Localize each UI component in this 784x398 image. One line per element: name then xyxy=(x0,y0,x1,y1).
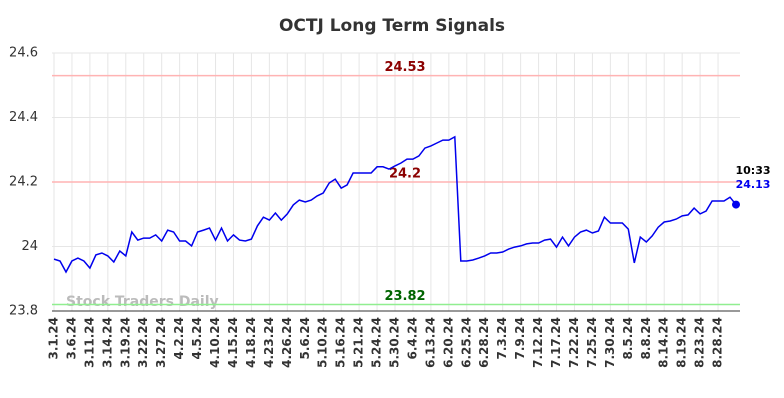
last-value-label: 24.13 xyxy=(736,178,771,191)
watermark: Stock Traders Daily xyxy=(66,294,219,310)
x-tick-label: 3.19.24 xyxy=(118,317,132,368)
x-tick-label: 3.6.24 xyxy=(64,317,78,360)
y-tick-label: 24.6 xyxy=(9,46,38,61)
x-tick-label: 7.30.24 xyxy=(603,317,617,368)
x-tick-label: 4.26.24 xyxy=(280,317,294,368)
x-tick-label: 7.3.24 xyxy=(495,317,509,360)
x-tick-label: 4.23.24 xyxy=(262,317,276,368)
chart-title: OCTJ Long Term Signals xyxy=(279,16,505,36)
y-tick-label: 24 xyxy=(21,239,38,254)
x-tick-label: 6.4.24 xyxy=(405,317,419,360)
x-tick-label: 8.28.24 xyxy=(711,317,725,368)
reference-label: 24.53 xyxy=(384,60,425,75)
x-tick-label: 5.24.24 xyxy=(370,317,384,368)
reference-label: 24.2 xyxy=(389,167,421,182)
x-tick-label: 4.15.24 xyxy=(226,317,240,368)
x-tick-label: 5.30.24 xyxy=(388,317,402,368)
x-tick-label: 8.8.24 xyxy=(639,317,653,360)
y-tick-label: 24.4 xyxy=(9,110,38,125)
reference-label: 23.82 xyxy=(384,289,425,304)
x-tick-label: 3.27.24 xyxy=(154,317,168,368)
x-tick-label: 8.14.24 xyxy=(657,317,671,368)
y-tick-label: 23.8 xyxy=(9,304,38,319)
x-tick-label: 4.10.24 xyxy=(208,317,222,368)
x-tick-label: 7.25.24 xyxy=(585,317,599,368)
x-tick-label: 6.28.24 xyxy=(477,317,491,368)
x-tick-label: 4.2.24 xyxy=(172,317,186,360)
x-tick-label: 7.12.24 xyxy=(531,317,545,368)
x-tick-label: 8.19.24 xyxy=(675,317,689,368)
x-tick-label: 5.16.24 xyxy=(334,317,348,368)
x-tick-label: 6.13.24 xyxy=(423,317,437,368)
last-point xyxy=(732,200,740,209)
price-line xyxy=(53,135,737,274)
x-tick-label: 3.1.24 xyxy=(47,317,61,360)
x-tick-label: 6.25.24 xyxy=(459,317,473,368)
x-tick-label: 8.23.24 xyxy=(693,317,707,368)
x-tick-label: 3.14.24 xyxy=(100,317,114,368)
x-tick-label: 5.21.24 xyxy=(352,317,366,368)
x-tick-label: 5.6.24 xyxy=(298,317,312,360)
x-tick-label: 6.20.24 xyxy=(441,317,455,368)
x-tick-label: 7.17.24 xyxy=(549,317,563,368)
x-tick-label: 5.10.24 xyxy=(316,317,330,368)
x-tick-label: 3.11.24 xyxy=(82,317,96,368)
x-tick-label: 3.22.24 xyxy=(136,317,150,368)
x-tick-label: 4.5.24 xyxy=(190,317,204,360)
time-label: 10:33 xyxy=(735,164,770,177)
x-tick-label: 4.18.24 xyxy=(244,317,258,368)
x-tick-label: 7.9.24 xyxy=(513,317,527,360)
x-tick-label: 8.5.24 xyxy=(621,317,635,360)
x-tick-label: 7.22.24 xyxy=(567,317,581,368)
y-tick-label: 24.2 xyxy=(9,175,38,190)
